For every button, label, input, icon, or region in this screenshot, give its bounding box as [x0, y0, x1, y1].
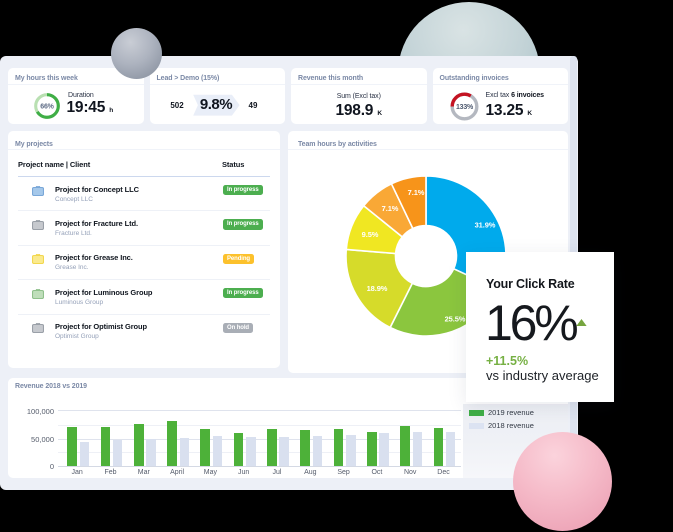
- svg-text:66%: 66%: [40, 103, 54, 110]
- svg-text:18.9%: 18.9%: [367, 284, 388, 293]
- svg-text:7.1%: 7.1%: [408, 188, 425, 197]
- svg-text:7.1%: 7.1%: [382, 204, 399, 213]
- svg-text:31.9%: 31.9%: [475, 221, 496, 230]
- svg-text:9.5%: 9.5%: [362, 230, 379, 239]
- svg-text:133%: 133%: [456, 104, 474, 111]
- svg-text:25.5%: 25.5%: [445, 315, 466, 324]
